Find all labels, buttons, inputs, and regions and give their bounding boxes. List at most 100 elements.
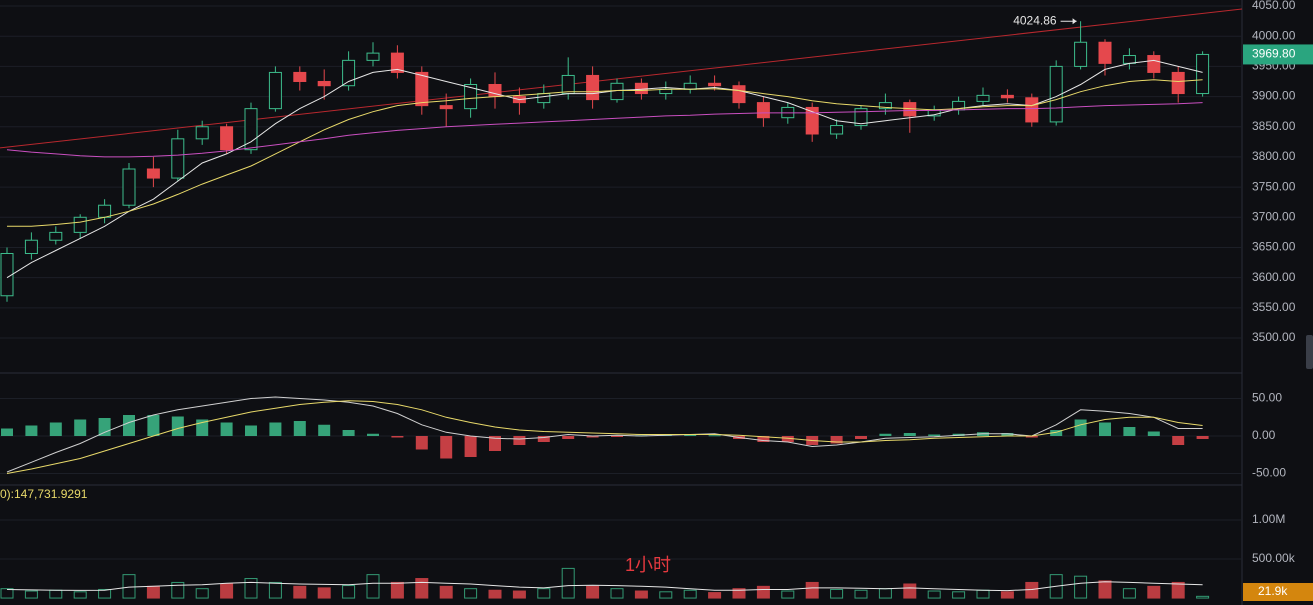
scroll-handle[interactable] xyxy=(1306,335,1313,369)
moving-average xyxy=(6,102,1203,158)
macd-bar xyxy=(245,425,257,436)
volume-bar xyxy=(683,589,697,599)
last-price-label: 3969.80 xyxy=(1252,47,1296,61)
candle-body xyxy=(24,239,38,255)
volume-bar xyxy=(708,592,722,599)
y-tick-label: 3550.00 xyxy=(1252,300,1296,314)
y-tick-label: 3750.00 xyxy=(1252,179,1296,193)
volume-bar xyxy=(220,583,234,599)
macd-bar xyxy=(1025,436,1038,438)
y-tick-label: 4000.00 xyxy=(1252,28,1296,42)
last-price-box xyxy=(1243,44,1313,65)
volume-bar xyxy=(976,589,990,599)
volume-bar xyxy=(317,587,331,599)
candle-body xyxy=(342,59,356,87)
candle-body xyxy=(1074,41,1088,67)
volume-bar xyxy=(561,567,575,599)
candle-body xyxy=(268,71,282,110)
macd-line xyxy=(6,400,1203,474)
volume-bar xyxy=(659,591,673,599)
candle-body xyxy=(586,74,600,101)
macd-bar xyxy=(342,430,355,436)
candle-body xyxy=(1196,53,1210,95)
macd-bar xyxy=(855,436,867,439)
macd-bar xyxy=(1147,431,1160,436)
volume-bar xyxy=(586,585,600,599)
volume-bar xyxy=(415,578,429,599)
trend-line xyxy=(0,8,1243,149)
moving-average xyxy=(6,59,1203,279)
high-arrow-head xyxy=(1072,18,1077,25)
volume-bar xyxy=(1171,581,1185,599)
candle-body xyxy=(464,84,478,110)
volume-bar xyxy=(854,589,868,599)
volume-bar xyxy=(195,588,209,599)
volume-bar xyxy=(122,574,136,599)
candle-body xyxy=(73,216,87,233)
volume-bar xyxy=(537,588,551,599)
y-tick-label: 50.00 xyxy=(1252,391,1282,405)
volume-bar xyxy=(1122,588,1136,599)
macd-bar xyxy=(1172,436,1185,445)
volume-bar xyxy=(634,590,648,599)
macd-bar xyxy=(513,436,526,445)
candle-body xyxy=(805,106,819,135)
candle-body xyxy=(122,168,136,206)
volume-bar xyxy=(488,589,502,599)
candle-body xyxy=(98,204,112,218)
macd-bar xyxy=(830,436,843,444)
y-tick-label: 3700.00 xyxy=(1252,209,1296,223)
macd-bar xyxy=(684,434,697,436)
volume-bar xyxy=(390,581,404,599)
y-tick-label: 1.00M xyxy=(1252,512,1285,526)
macd-bar xyxy=(903,433,916,436)
candle-body xyxy=(854,108,868,127)
macd-bar xyxy=(879,433,892,436)
volume-bar xyxy=(439,585,453,599)
candle-body xyxy=(1098,41,1112,64)
volume-bar xyxy=(171,581,185,599)
candle-body xyxy=(732,85,746,104)
macd-bar xyxy=(611,436,623,437)
volume-bar xyxy=(268,581,282,599)
candle-body xyxy=(561,74,575,95)
volume-bar xyxy=(732,588,746,599)
candle-body xyxy=(634,82,648,95)
y-tick-label: -50.00 xyxy=(1252,466,1286,480)
macd-bar xyxy=(1123,427,1136,436)
macd-bar xyxy=(25,425,38,436)
volume-bar xyxy=(610,588,624,599)
macd-bar xyxy=(1196,436,1209,439)
candle-body xyxy=(683,82,697,90)
moving-average xyxy=(7,79,1203,227)
candle-body xyxy=(708,82,722,87)
candle-body xyxy=(171,138,185,179)
y-tick-label: 4050.00 xyxy=(1252,0,1296,12)
indicator-label: 0):147,731.9291 xyxy=(0,487,88,501)
candle-body xyxy=(1000,94,1014,99)
candle-body xyxy=(976,94,990,102)
candle-body xyxy=(317,80,331,87)
macd-bar xyxy=(781,436,794,442)
macd-bar xyxy=(489,436,501,451)
macd-bar xyxy=(74,419,87,436)
volume-bar xyxy=(293,585,307,599)
candle-body xyxy=(1147,55,1161,73)
candle-body xyxy=(49,231,63,241)
candle-body xyxy=(390,52,404,73)
volume-bar xyxy=(464,588,478,599)
volume-bar xyxy=(146,585,160,599)
volume-bar xyxy=(366,574,380,599)
volume-bar xyxy=(781,590,795,599)
volume-bar xyxy=(49,589,63,599)
candle-body xyxy=(537,93,551,104)
macd-bar xyxy=(928,434,941,436)
volume-ma xyxy=(6,581,1203,592)
macd-bar xyxy=(440,436,453,459)
volume-bar xyxy=(0,588,14,599)
volume-bar xyxy=(903,583,917,599)
volume-bar xyxy=(1074,575,1088,599)
y-tick-label: 3800.00 xyxy=(1252,149,1296,163)
y-tick-label: 3900.00 xyxy=(1252,89,1296,103)
